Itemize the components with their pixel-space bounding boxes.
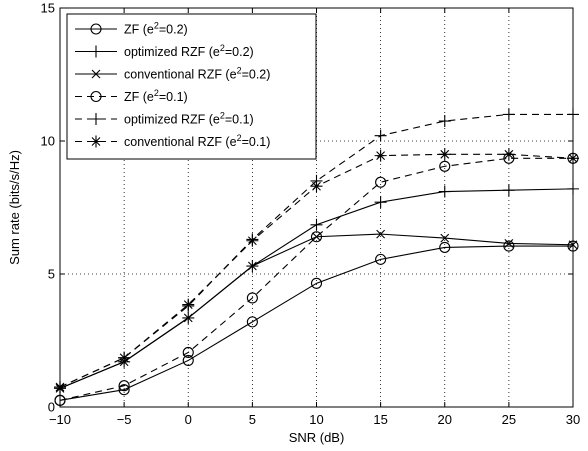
y-tick-label: 0 — [48, 400, 55, 415]
x-marker — [247, 261, 257, 271]
legend-entry: conventional RZF (e2=0.1) — [75, 133, 270, 149]
circle-marker — [118, 384, 130, 396]
legend-label: optimized RZF (e2=0.1) — [124, 111, 254, 127]
x-tick-label: 25 — [502, 412, 516, 427]
x-marker — [504, 239, 514, 248]
x-tick-label: 10 — [309, 412, 323, 427]
x-tick-label: 15 — [373, 412, 387, 427]
star-marker — [310, 180, 323, 193]
plus-marker — [438, 115, 451, 128]
legend-entry: conventional RZF (e2=0.2) — [75, 66, 270, 82]
x-tick-label: 0 — [185, 412, 192, 427]
x-tick-label: 20 — [438, 412, 452, 427]
legend-circle-marker — [90, 90, 102, 103]
plus-marker — [502, 108, 515, 121]
legend-entry: optimized RZF (e2=0.2) — [75, 43, 254, 59]
legend-label: ZF (e2=0.2) — [124, 21, 188, 37]
plus-marker — [310, 218, 323, 231]
x-tick-label: −10 — [49, 412, 71, 427]
series-1 — [54, 240, 579, 406]
star-marker — [118, 351, 131, 364]
legend-label: ZF (e2=0.1) — [124, 88, 188, 104]
circle-marker — [182, 346, 194, 359]
series-line — [59, 157, 573, 401]
legend-entry: ZF (e2=0.2) — [75, 21, 188, 37]
plus-marker — [374, 196, 387, 209]
y-tick-label: 10 — [41, 134, 55, 149]
star-marker — [502, 148, 515, 161]
circle-marker — [310, 231, 323, 243]
y-tick-label: 15 — [41, 1, 55, 16]
legend-plus-marker — [90, 45, 102, 58]
x-tick-label: −5 — [117, 412, 132, 427]
y-tick-label: 5 — [48, 267, 55, 282]
x-marker — [440, 233, 450, 243]
legend-circle-marker — [90, 23, 102, 35]
star-marker — [182, 298, 195, 311]
x-marker — [376, 229, 386, 239]
circle-marker — [182, 354, 194, 367]
series-line — [59, 245, 573, 401]
series-group — [54, 108, 579, 406]
x-tick-label: 30 — [566, 412, 580, 427]
star-marker — [246, 234, 259, 247]
circle-marker — [246, 292, 258, 304]
legend-entry: optimized RZF (e2=0.1) — [75, 111, 254, 127]
star-marker — [374, 149, 387, 162]
x-tick-label: 5 — [249, 412, 256, 427]
circle-marker — [439, 241, 451, 253]
circle-marker — [375, 253, 387, 265]
circle-marker — [439, 160, 451, 172]
ticks: −10 −5 0 5 10 15 20 25 30 0 5 10 15 — [41, 1, 581, 428]
star-marker — [438, 148, 451, 161]
y-axis-label: Sum rate (bits/s/Hz) — [7, 150, 22, 265]
legend-plus-marker — [90, 113, 102, 125]
x-axis-label: SNR (dB) — [289, 430, 345, 445]
series-4 — [54, 152, 579, 406]
legend-label: optimized RZF (e2=0.2) — [124, 43, 254, 59]
legend-star-marker — [90, 135, 102, 148]
legend-x-marker — [91, 69, 101, 79]
plus-marker — [374, 129, 387, 142]
circle-marker — [246, 316, 258, 328]
circle-marker — [310, 277, 323, 289]
legend-label: conventional RZF (e2=0.1) — [124, 133, 270, 149]
legend: ZF (e2=0.2) optimized RZF (e2=0.2) convent… — [66, 13, 317, 160]
circle-marker — [375, 176, 387, 188]
plus-marker — [438, 185, 451, 198]
plus-marker — [502, 184, 515, 197]
circle-marker — [118, 380, 130, 392]
legend-label: conventional RZF (e2=0.2) — [124, 66, 270, 82]
legend-box — [66, 13, 317, 160]
legend-entry: ZF (e2=0.1) — [75, 88, 188, 104]
circle-marker — [503, 240, 515, 252]
x-marker — [183, 313, 193, 323]
